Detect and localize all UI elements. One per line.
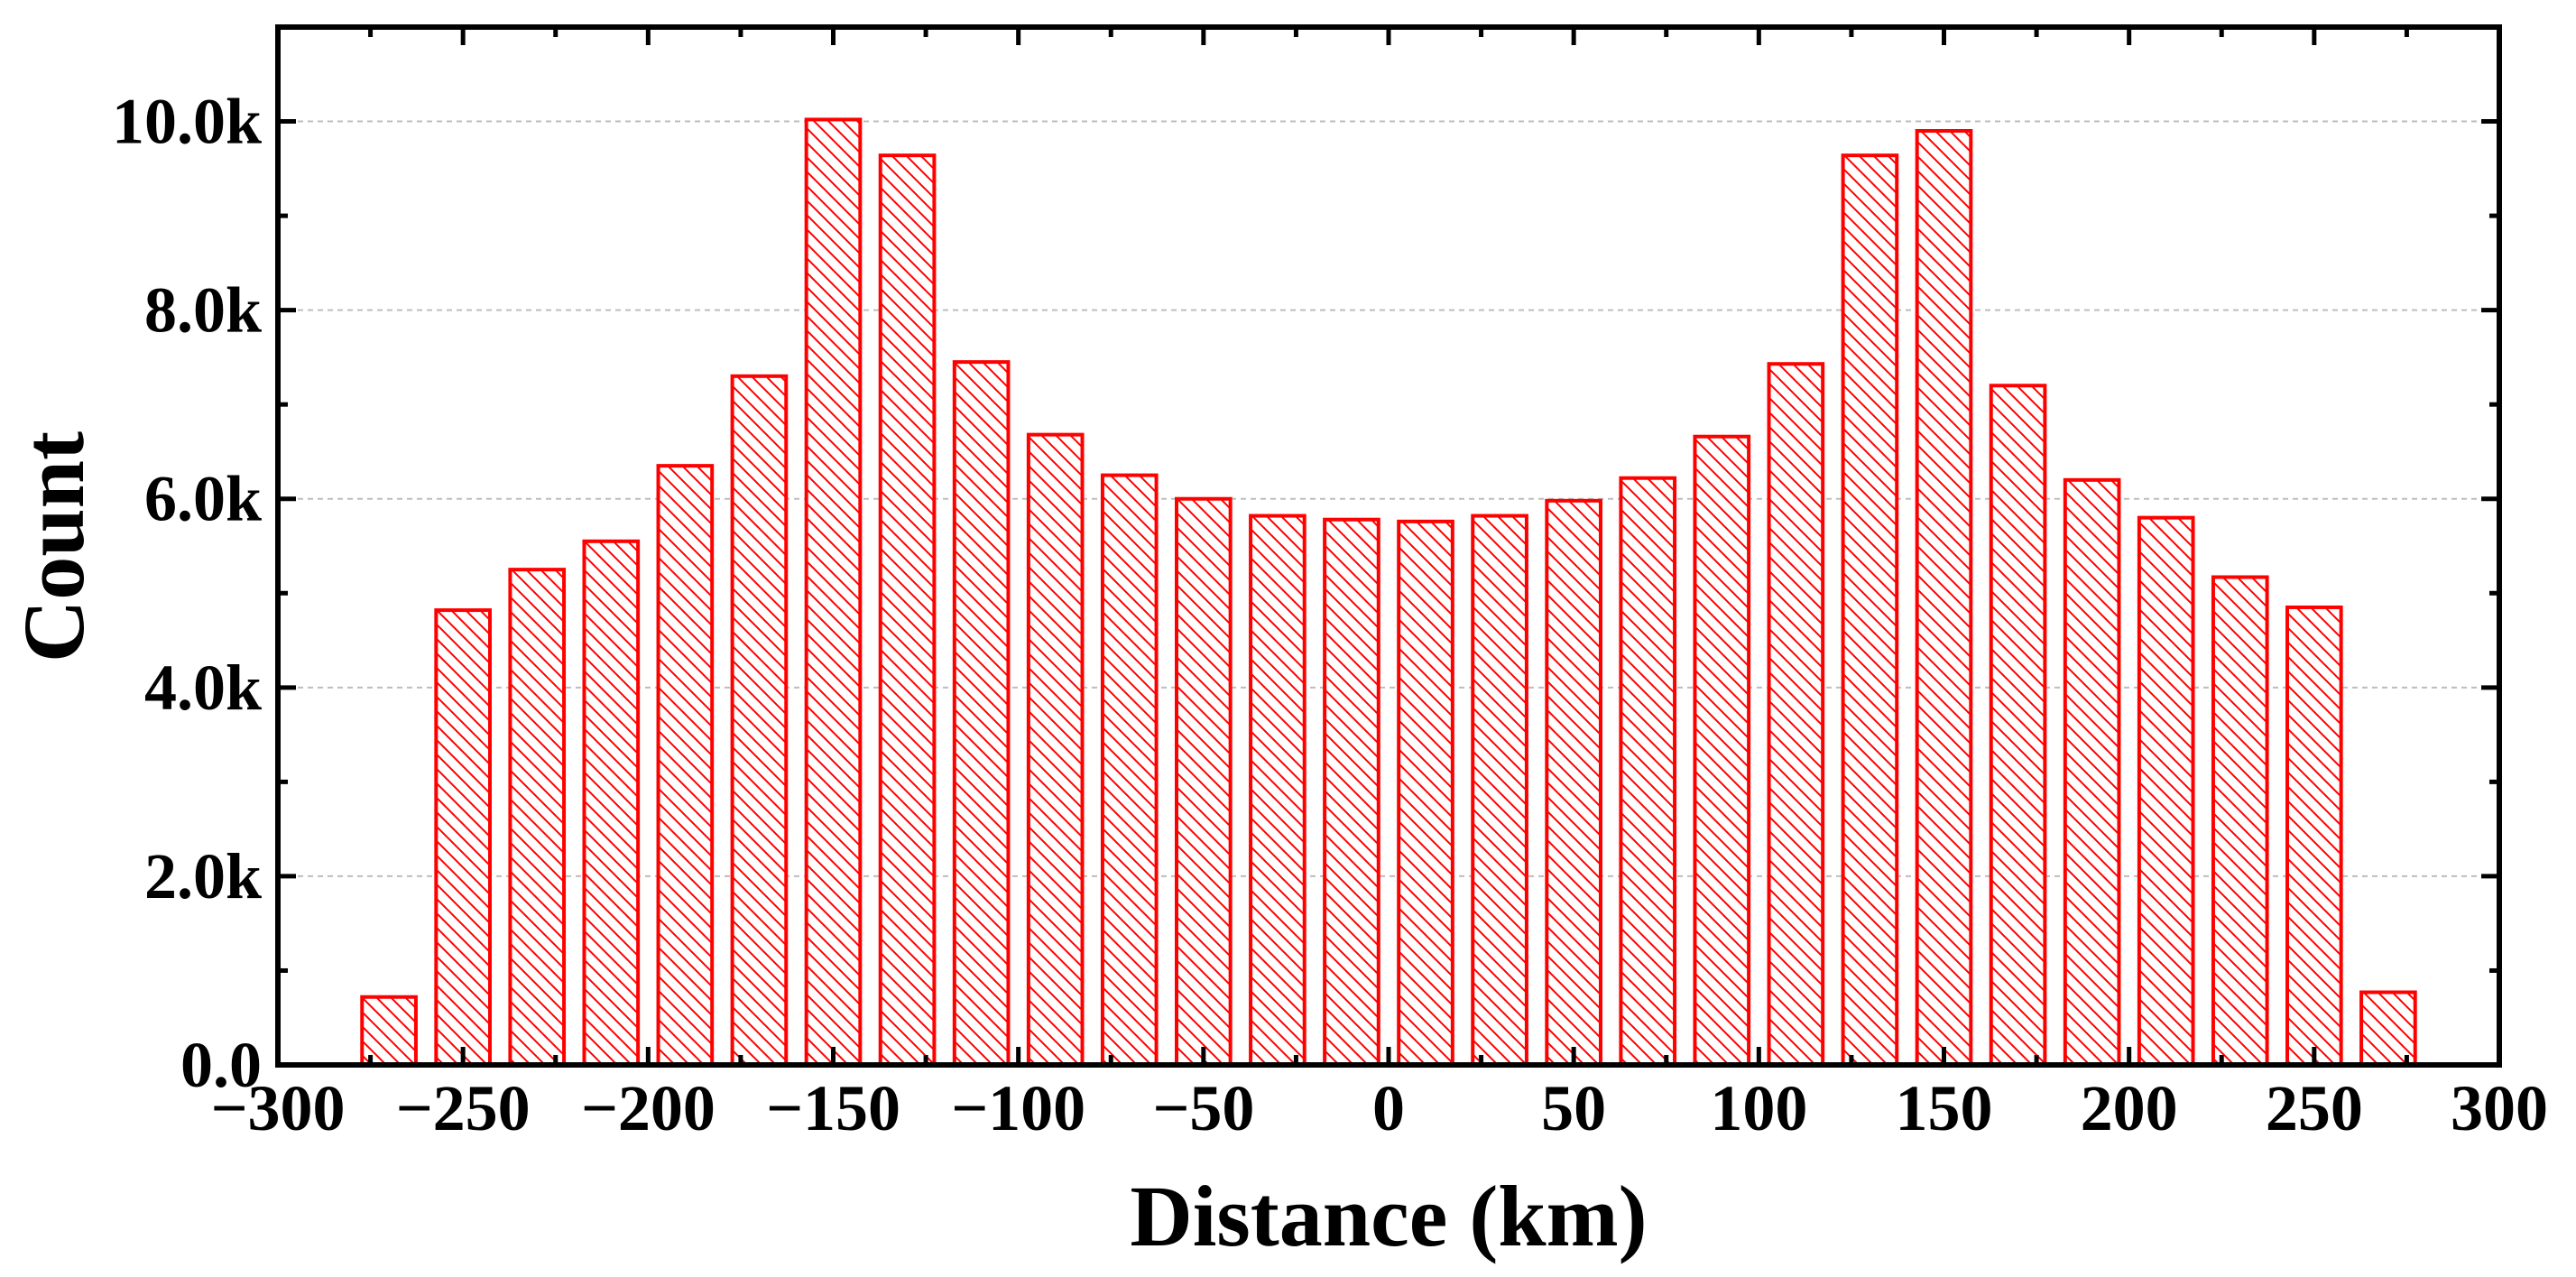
bar-6 xyxy=(804,117,863,1067)
bar-26 xyxy=(2285,605,2343,1067)
bar-20 xyxy=(1841,153,1899,1067)
y-tick-label-5: 10.0k xyxy=(112,86,262,158)
x-tick-label-6: 0 xyxy=(1372,1072,1405,1144)
bar-16 xyxy=(1545,498,1602,1067)
tick-labels: 0.0 2.0k 4.0k 6.0k 8.0k 10.0k −300 −250 −200 −150… xyxy=(112,86,2548,1144)
x-tick-label-8: 100 xyxy=(1710,1072,1807,1144)
bar-8 xyxy=(952,360,1011,1067)
bar-27 xyxy=(2359,990,2417,1067)
bar-24 xyxy=(2137,515,2195,1067)
bar-1 xyxy=(434,608,492,1067)
y-tick-label-2: 4.0k xyxy=(144,652,262,724)
x-tick-label-1: −250 xyxy=(396,1072,531,1144)
y-axis-title: Count xyxy=(5,431,102,662)
bar-7 xyxy=(878,153,937,1067)
x-tick-label-0: −300 xyxy=(210,1072,345,1144)
y-tick-label-0: 0.0 xyxy=(180,1029,262,1101)
bar-21 xyxy=(1915,129,1973,1067)
x-tick-label-12: 300 xyxy=(2451,1072,2548,1144)
axis-ticks xyxy=(275,27,2502,1068)
x-tick-label-2: −200 xyxy=(581,1072,716,1144)
y-tick-label-1: 2.0k xyxy=(144,840,262,912)
bar-11 xyxy=(1175,496,1233,1067)
bar-12 xyxy=(1249,514,1306,1067)
bar-9 xyxy=(1026,432,1085,1067)
bar-22 xyxy=(1989,384,2047,1068)
bar-3 xyxy=(582,539,641,1067)
bar-10 xyxy=(1100,473,1159,1067)
bar-14 xyxy=(1397,519,1454,1067)
bar-23 xyxy=(2063,477,2121,1067)
x-tick-label-9: 150 xyxy=(1896,1072,1993,1144)
bar-15 xyxy=(1471,514,1528,1067)
bar-4 xyxy=(656,464,715,1067)
bar-19 xyxy=(1767,362,1825,1067)
bars xyxy=(360,117,2417,1068)
bar-18 xyxy=(1693,434,1751,1067)
x-tick-label-11: 250 xyxy=(2266,1072,2363,1144)
x-axis-title: Distance (km) xyxy=(1130,1168,1647,1264)
bar-25 xyxy=(2211,575,2269,1067)
bar-5 xyxy=(730,374,789,1067)
bar-0 xyxy=(360,995,418,1068)
x-tick-label-10: 200 xyxy=(2081,1072,2178,1144)
y-tick-label-4: 8.0k xyxy=(144,274,262,347)
bar-17 xyxy=(1619,476,1677,1067)
bar-13 xyxy=(1323,517,1380,1067)
x-tick-label-5: −50 xyxy=(1152,1072,1254,1144)
x-tick-label-4: −100 xyxy=(951,1072,1085,1144)
gridlines xyxy=(278,120,2499,877)
bar-2 xyxy=(508,568,567,1067)
y-tick-label-3: 6.0k xyxy=(144,463,262,535)
x-tick-label-7: 50 xyxy=(1541,1072,1606,1144)
x-tick-label-3: −150 xyxy=(766,1072,900,1144)
